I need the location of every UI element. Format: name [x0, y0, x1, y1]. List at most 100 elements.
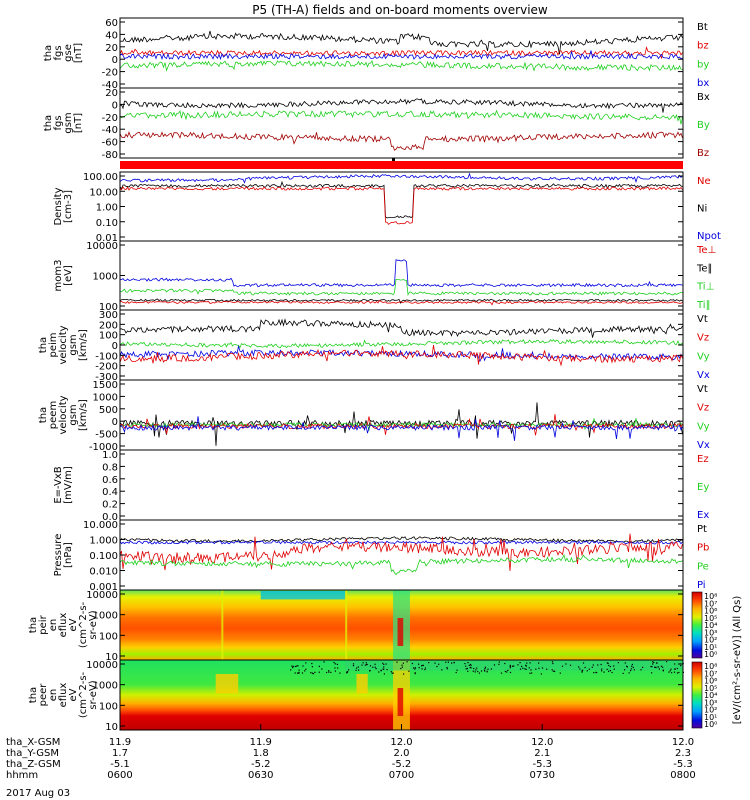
y-tick-label: 20 [105, 88, 118, 99]
noise-dot [334, 663, 336, 665]
y-tick-label: 0.10 [96, 218, 118, 229]
noise-dot [653, 661, 655, 664]
noise-dot [421, 665, 423, 667]
y-tick-label: -40 [102, 80, 118, 91]
noise-dot [392, 672, 394, 674]
noise-dot [541, 667, 544, 669]
y-axis-label: eV [68, 688, 79, 701]
y-axis-label: peem [48, 401, 59, 429]
y-axis-label: eflux [58, 613, 69, 638]
legend-entry: Vz [697, 333, 709, 344]
y-axis-label: [cm-3] [63, 190, 74, 223]
noise-dot [601, 670, 603, 672]
noise-dot [383, 666, 385, 668]
noise-dot [424, 669, 426, 671]
legend-entry: Ex [697, 510, 709, 521]
noise-dot [668, 671, 670, 673]
y-axis-label: (cm^2-s- [78, 671, 89, 718]
legend-entry: Vy [697, 421, 710, 432]
y-axis-label: en [48, 689, 59, 702]
noise-dot [674, 668, 676, 670]
noise-dot [591, 666, 593, 668]
noise-dot [601, 668, 603, 670]
colorbar-tick: 10⁰ [704, 650, 717, 659]
noise-dot [498, 661, 500, 663]
legend-entry: Ti⊥ [696, 282, 714, 293]
noise-dot [642, 666, 644, 668]
noise-dot [375, 668, 377, 670]
x-axis-row-label: tha_Z-GSM [6, 759, 61, 770]
plot-title: P5 (TH-A) fields and on-board moments ov… [252, 3, 548, 17]
panel-density: 100.00 10.00 1.00 0.10 0.01 Density [cm-3] Ne Ni… [53, 171, 721, 244]
colorbar-tick: 10⁴ [704, 621, 717, 630]
noise-dot [540, 673, 542, 675]
noise-dot [493, 664, 496, 666]
noise-dot [519, 668, 522, 670]
series-line-red [119, 299, 683, 306]
y-tick-label: -1000 [89, 442, 118, 453]
noise-dot [559, 672, 561, 674]
colorbar-tick: 10⁶ [704, 607, 717, 616]
y-axis-label: en [48, 619, 59, 632]
noise-dot [528, 667, 530, 669]
noise-dot [366, 663, 368, 666]
y-tick-label: 0.4 [102, 487, 118, 498]
x-tick-label: 2.0 [394, 748, 410, 759]
y-axis-label: [km/s] [78, 329, 89, 361]
colorbar-label: [eV/(cm²-s-sr-eV)] (All Qs) [732, 596, 743, 725]
y-tick-label: 10000 [86, 241, 118, 252]
noise-dot [391, 672, 393, 674]
noise-dot [656, 662, 658, 664]
panel-fgs_gsm: 200 -20-40 -60-80 tha fgs gsm [nT] Bx By Bz [43, 87, 710, 161]
panel-frame [119, 87, 684, 159]
colorbar-tick: 10⁶ [704, 677, 717, 686]
x-axis-row-label: tha_Y-GSM [6, 748, 59, 759]
noise-dot [424, 667, 426, 669]
noise-dot [291, 665, 293, 667]
y-axis-label: tha [38, 337, 49, 353]
series-line-black [119, 98, 683, 113]
noise-dot [650, 665, 652, 668]
noise-dot [364, 664, 366, 666]
noise-dot [662, 666, 664, 668]
noise-dot [631, 663, 633, 666]
legend-entry: by [697, 59, 709, 70]
noise-dot [633, 669, 635, 671]
noise-dot [414, 667, 416, 669]
noise-dot [297, 672, 299, 674]
legend-entry: Ti∥ [696, 300, 711, 311]
series-line-red [119, 533, 683, 572]
noise-dot [362, 662, 364, 664]
noise-dot [552, 670, 554, 672]
y-axis-label: peer [38, 683, 49, 707]
x-tick-label: -5.1 [110, 759, 130, 770]
noise-dot [582, 662, 585, 664]
noise-dot [640, 669, 642, 671]
y-axis-label: sr-eV) [88, 610, 99, 639]
noise-dot [352, 665, 355, 667]
x-tick-label: 2.1 [534, 748, 550, 759]
stripe [345, 590, 348, 660]
noise-dot [447, 661, 449, 663]
y-tick-label: 1000 [93, 272, 118, 283]
noise-dot [318, 665, 320, 667]
y-axis-label: fgs [53, 45, 64, 60]
panel-peer: 10000 1000 100 10 tha peer en eflux eV (cm^2-s-sr… [28, 659, 684, 733]
noise-dot [296, 665, 298, 667]
y-tick-label: 1.0 [102, 450, 118, 461]
noise-dot [622, 672, 624, 674]
noise-dot [631, 665, 633, 667]
y-tick-label: -40 [102, 125, 118, 136]
series-line-green [119, 109, 683, 125]
series-line-green [119, 553, 683, 576]
noise-dot [588, 668, 590, 670]
x-tick-label: 11.9 [250, 737, 272, 748]
colorbar-tick: 10² [704, 706, 717, 715]
noise-dot [524, 668, 526, 670]
series-line-red [119, 414, 683, 436]
x-tick-label: -5.3 [532, 759, 552, 770]
legend-entry: Ne [697, 176, 711, 187]
warm-patch [356, 674, 368, 694]
